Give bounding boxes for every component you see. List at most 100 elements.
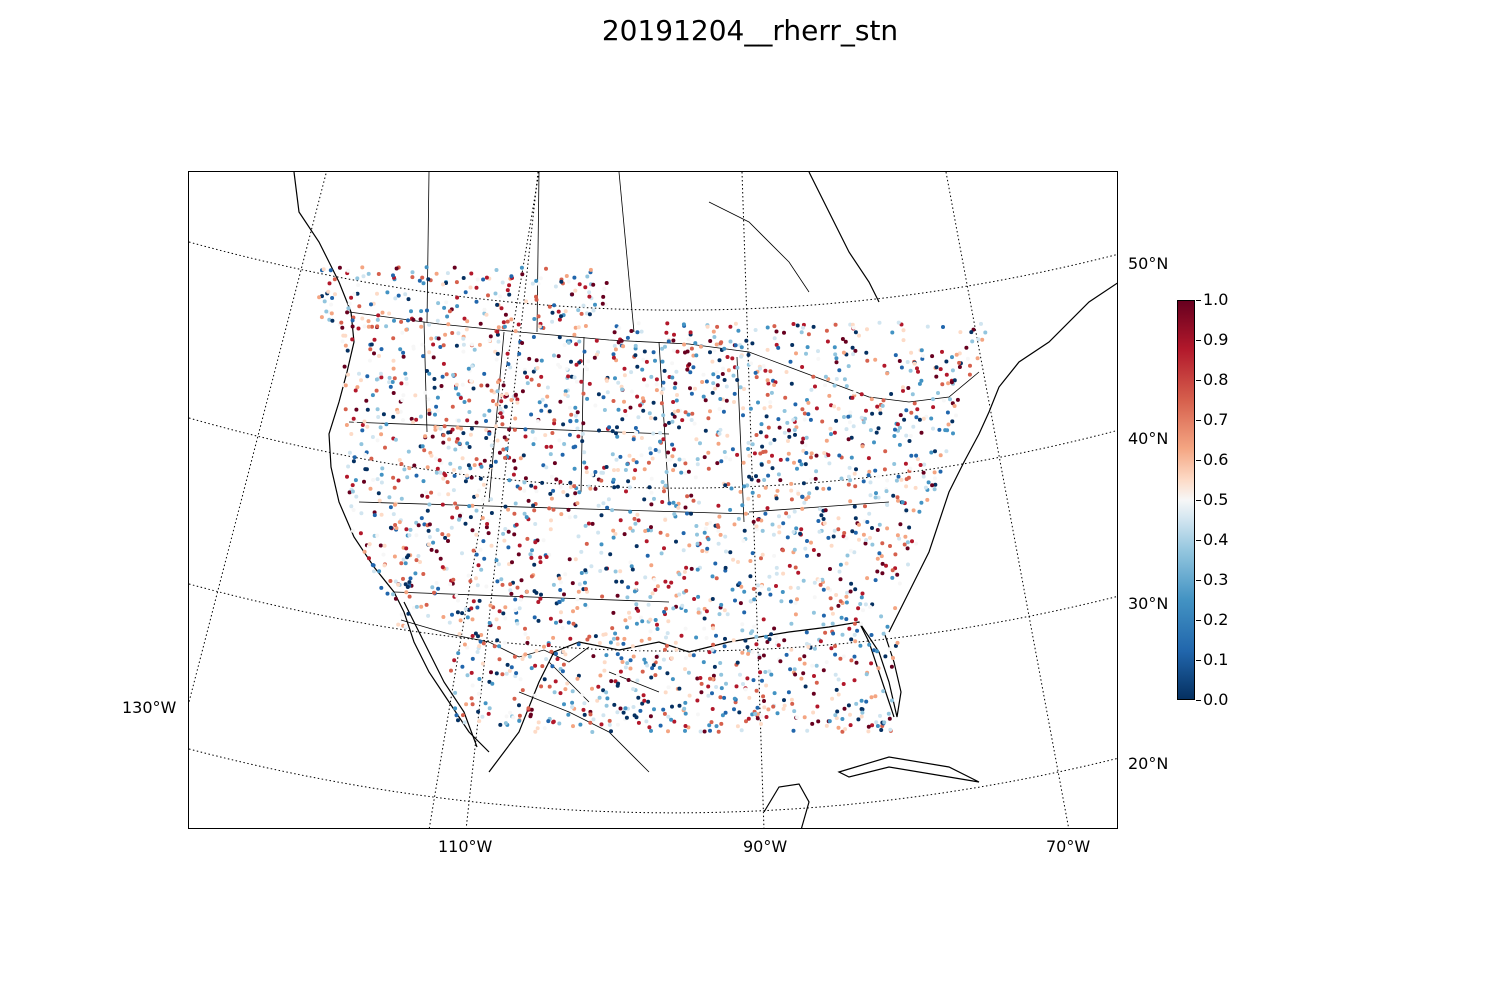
station-point xyxy=(793,402,798,407)
station-point xyxy=(550,319,555,324)
station-point xyxy=(844,384,849,389)
station-point xyxy=(635,330,640,335)
station-point xyxy=(931,426,935,431)
station-point xyxy=(551,635,556,640)
station-point xyxy=(507,668,512,673)
station-point xyxy=(440,502,445,507)
station-point xyxy=(578,722,583,727)
station-point xyxy=(767,637,772,642)
station-point xyxy=(474,532,479,537)
station-point xyxy=(470,683,475,688)
station-point xyxy=(653,448,658,452)
station-point xyxy=(800,407,805,412)
station-point xyxy=(679,470,684,475)
station-point xyxy=(667,501,672,506)
station-point xyxy=(577,282,582,287)
station-point xyxy=(575,676,580,681)
station-point xyxy=(805,345,810,350)
station-point xyxy=(456,331,461,336)
station-point xyxy=(911,424,916,429)
station-point xyxy=(634,430,639,435)
station-point xyxy=(950,368,955,373)
station-point xyxy=(453,690,458,695)
station-point xyxy=(404,546,409,551)
station-point xyxy=(829,646,834,651)
station-point xyxy=(559,512,564,517)
station-point xyxy=(459,426,464,431)
station-point xyxy=(811,374,816,379)
station-point xyxy=(821,668,826,673)
station-point xyxy=(620,387,625,392)
station-point xyxy=(852,390,857,395)
station-point xyxy=(681,548,686,553)
station-point xyxy=(421,479,426,484)
station-point xyxy=(472,347,477,352)
station-point xyxy=(561,490,566,494)
station-point xyxy=(332,277,337,282)
station-point xyxy=(682,575,687,580)
station-point xyxy=(906,386,911,390)
station-point xyxy=(344,423,349,427)
station-point xyxy=(420,342,425,347)
station-point xyxy=(613,631,618,636)
station-point xyxy=(897,359,902,363)
station-point xyxy=(388,525,393,530)
station-point xyxy=(896,428,900,433)
colorbar-tick xyxy=(1196,299,1201,301)
station-point xyxy=(478,547,483,552)
station-point xyxy=(628,560,633,565)
station-point xyxy=(976,337,981,342)
station-point xyxy=(938,469,943,474)
station-point xyxy=(496,380,500,385)
station-point xyxy=(362,419,367,424)
station-point xyxy=(616,673,620,678)
station-point xyxy=(587,634,592,639)
station-point xyxy=(915,407,920,412)
station-point xyxy=(330,318,335,323)
station-point xyxy=(579,571,584,575)
station-point xyxy=(719,672,724,677)
station-point xyxy=(562,442,567,446)
station-point xyxy=(561,662,566,667)
station-point xyxy=(590,472,595,477)
parallel-20n xyxy=(189,748,1117,814)
station-point xyxy=(587,294,592,299)
station-point xyxy=(441,476,446,481)
station-point xyxy=(685,367,690,372)
station-point xyxy=(796,586,801,590)
station-point xyxy=(747,695,752,700)
station-point xyxy=(706,450,711,455)
station-point xyxy=(563,392,568,397)
station-point xyxy=(683,471,688,476)
station-point xyxy=(912,361,917,366)
station-point xyxy=(599,470,604,475)
station-point xyxy=(957,360,962,365)
station-point xyxy=(716,375,721,379)
station-point xyxy=(487,621,492,625)
station-point xyxy=(643,575,648,580)
station-point xyxy=(849,455,854,460)
station-point xyxy=(916,369,920,374)
station-point xyxy=(574,362,579,367)
station-point xyxy=(474,285,479,290)
station-point xyxy=(845,590,850,595)
station-point xyxy=(841,350,846,355)
station-point xyxy=(461,336,466,341)
station-point xyxy=(438,556,443,561)
station-point xyxy=(739,728,744,733)
station-point xyxy=(413,393,418,398)
station-point xyxy=(560,597,565,602)
station-point xyxy=(453,447,458,452)
station-point xyxy=(652,577,657,582)
station-point xyxy=(828,596,833,601)
station-point xyxy=(475,650,480,654)
east-coast xyxy=(888,282,1117,633)
station-point xyxy=(358,531,363,536)
station-point xyxy=(426,542,431,547)
station-point xyxy=(484,275,489,280)
station-point xyxy=(762,705,767,710)
station-point xyxy=(693,475,698,480)
station-point xyxy=(439,384,444,388)
station-point xyxy=(591,308,596,313)
station-point xyxy=(756,494,761,498)
